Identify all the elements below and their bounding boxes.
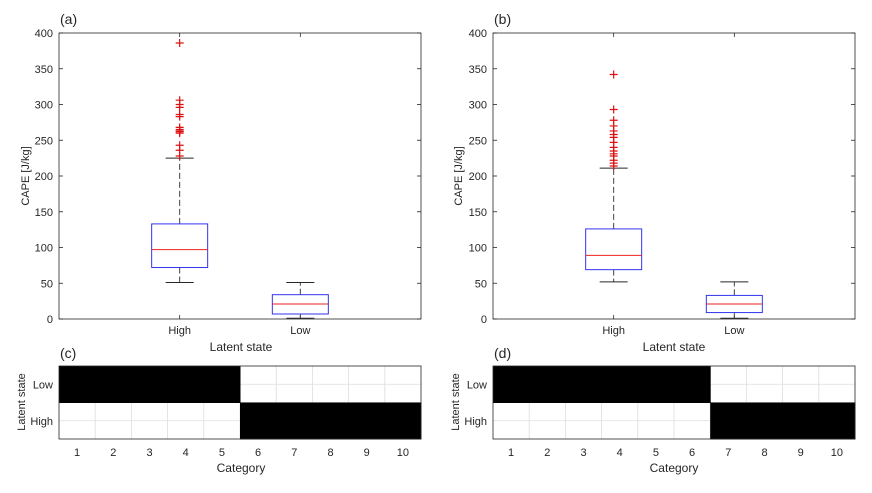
x-tick-label-d: 6 — [689, 447, 695, 459]
x-axis-title-a: Latent state — [210, 340, 273, 354]
x-tick-label-c: 4 — [183, 447, 189, 459]
y-tick-label-b: 200 — [469, 171, 487, 183]
outlier-marker-a — [175, 141, 184, 150]
x-tick-label-d: 3 — [580, 447, 586, 459]
axes-frame-c — [58, 365, 422, 440]
heatmap-cell-c — [384, 402, 422, 440]
heatmap-panel-c: (c) Latent state Category 1 2 3 4 5 6 7 8 9 10 Low… — [16, 345, 422, 475]
y-tick-label-c: Low — [33, 379, 53, 391]
outlier-marker-a — [175, 96, 184, 105]
y-tick-label-b: 400 — [469, 28, 487, 40]
heatmap-cell-d — [493, 366, 530, 403]
y-tick-label-a: 150 — [35, 207, 53, 219]
outlier-marker-b — [609, 70, 618, 79]
heatmap-cell-d — [529, 366, 566, 403]
x-tick-label-a: Low — [290, 325, 310, 337]
axes-frame-b — [492, 32, 856, 320]
axes-frame-a — [58, 32, 422, 320]
y-tick-label-d: High — [464, 416, 487, 428]
x-tick-label-c: 6 — [255, 447, 261, 459]
outlier-marker-b — [609, 116, 618, 125]
x-axis-title-d: Category — [650, 461, 699, 475]
x-tick-label-c: 7 — [291, 447, 297, 459]
heatmap-cell-c — [348, 402, 386, 440]
heatmap-cell-d — [565, 366, 603, 403]
panel-label-b: (b) — [494, 11, 511, 27]
x-tick-label-c: 8 — [327, 447, 333, 459]
y-tick-label-a: 0 — [47, 314, 53, 326]
outlier-marker-a — [175, 110, 184, 119]
heatmap-cell-d — [710, 402, 747, 440]
y-tick-label-a: 200 — [35, 171, 53, 183]
heatmap-cell-d — [746, 402, 784, 440]
heatmap-cell-c — [312, 402, 350, 440]
box-plot-panel-a: (a) CAPE [J/kg] Latent state 0 50 100 150 20… — [20, 11, 422, 354]
x-tick-label-c: 10 — [397, 447, 409, 459]
x-tick-label-b: High — [602, 325, 625, 337]
x-tick-label-d: 10 — [831, 447, 843, 459]
x-tick-label-c: 9 — [364, 447, 370, 459]
heatmap-cell-c — [167, 366, 205, 403]
panel-label-c: (c) — [60, 345, 76, 361]
heatmap-cell-c — [276, 402, 313, 440]
y-tick-label-a: 100 — [35, 243, 53, 255]
x-tick-label-d: 7 — [725, 447, 731, 459]
x-axis-title-c: Category — [217, 461, 266, 475]
heatmap-cell-c — [203, 366, 241, 403]
outlier-marker-a — [175, 39, 184, 48]
x-tick-label-d: 8 — [761, 447, 767, 459]
x-tick-label-c: 1 — [74, 447, 80, 459]
x-tick-label-c: 3 — [146, 447, 152, 459]
y-tick-label-b: 250 — [469, 135, 487, 147]
heatmap-cell-c — [131, 366, 169, 403]
y-tick-label-b: 350 — [469, 64, 487, 76]
x-tick-label-b: Low — [724, 325, 744, 337]
y-axis-title-c: Latent state — [16, 373, 28, 431]
x-tick-label-a: High — [168, 325, 191, 337]
heatmap-cell-c — [240, 402, 277, 440]
outlier-marker-b — [609, 105, 618, 114]
x-tick-label-d: 1 — [508, 447, 514, 459]
outlier-marker-a — [175, 123, 184, 132]
y-tick-label-a: 400 — [35, 28, 53, 40]
heatmap-cell-c — [95, 366, 132, 403]
y-tick-label-d: Low — [467, 379, 487, 391]
heatmap-cell-d — [637, 366, 675, 403]
y-axis-title-a: CAPE [J/kg] — [20, 146, 32, 205]
panel-label-d: (d) — [494, 345, 511, 361]
y-tick-label-c: High — [30, 416, 53, 428]
axes-frame-d — [492, 365, 856, 440]
heatmap-cell-d — [782, 402, 820, 440]
x-tick-label-d: 5 — [653, 447, 659, 459]
y-tick-label-a: 350 — [35, 64, 53, 76]
heatmap-cell-d — [601, 366, 639, 403]
panel-label-a: (a) — [60, 11, 77, 27]
y-tick-label-b: 100 — [469, 243, 487, 255]
heatmap-panel-d: (d) Latent state Category 1 2 3 4 5 6 7 8 9 10 Low… — [450, 345, 856, 475]
y-tick-label-b: 150 — [469, 207, 487, 219]
x-tick-label-c: 5 — [219, 447, 225, 459]
y-tick-label-a: 300 — [35, 100, 53, 112]
y-axis-title-d: Latent state — [450, 373, 462, 431]
y-tick-label-b: 50 — [475, 278, 487, 290]
y-tick-label-b: 0 — [481, 314, 487, 326]
iqr-box-b — [585, 228, 643, 271]
iqr-box-a — [151, 223, 209, 269]
box-plot-panel-b: (b) CAPE [J/kg] Latent state 0 50 100 150 20… — [453, 11, 856, 354]
x-tick-label-d: 9 — [798, 447, 804, 459]
y-tick-label-a: 50 — [41, 278, 53, 290]
x-tick-label-d: 4 — [617, 447, 623, 459]
y-tick-label-b: 300 — [469, 100, 487, 112]
heatmap-cell-d — [818, 402, 856, 440]
x-tick-label-c: 2 — [110, 447, 116, 459]
heatmap-cell-d — [674, 366, 711, 403]
heatmap-cell-c — [59, 366, 96, 403]
y-tick-label-a: 250 — [35, 135, 53, 147]
x-axis-title-b: Latent state — [643, 340, 706, 354]
x-tick-label-d: 2 — [544, 447, 550, 459]
y-axis-title-b: CAPE [J/kg] — [453, 146, 465, 205]
